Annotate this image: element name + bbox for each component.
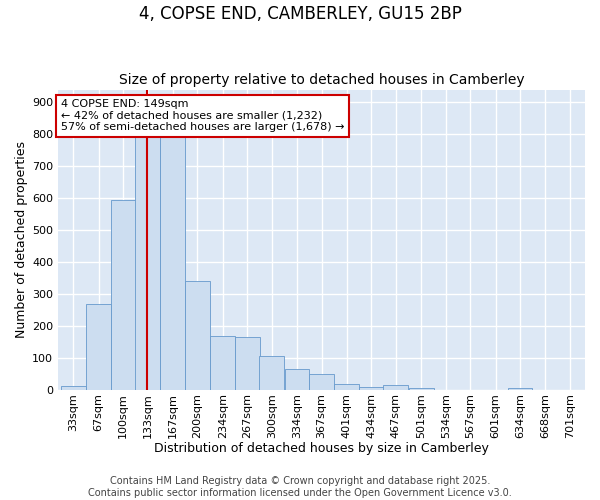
Bar: [61, 386, 86, 390]
Bar: [86, 304, 111, 390]
Bar: [409, 388, 434, 390]
Bar: [359, 387, 384, 390]
Text: Contains HM Land Registry data © Crown copyright and database right 2025.
Contai: Contains HM Land Registry data © Crown c…: [88, 476, 512, 498]
Text: 4 COPSE END: 149sqm
← 42% of detached houses are smaller (1,232)
57% of semi-det: 4 COPSE END: 149sqm ← 42% of detached ho…: [61, 99, 344, 132]
Title: Size of property relative to detached houses in Camberley: Size of property relative to detached ho…: [119, 73, 524, 87]
Bar: [259, 356, 284, 390]
Bar: [309, 374, 334, 390]
Bar: [284, 370, 310, 390]
Text: 4, COPSE END, CAMBERLEY, GU15 2BP: 4, COPSE END, CAMBERLEY, GU15 2BP: [139, 5, 461, 23]
Bar: [110, 200, 136, 390]
Bar: [383, 386, 409, 390]
Bar: [160, 123, 185, 390]
Bar: [210, 336, 235, 390]
Bar: [135, 123, 160, 390]
Bar: [508, 388, 532, 390]
Bar: [334, 384, 359, 390]
Y-axis label: Number of detached properties: Number of detached properties: [15, 142, 28, 338]
Bar: [185, 282, 210, 390]
X-axis label: Distribution of detached houses by size in Camberley: Distribution of detached houses by size …: [154, 442, 489, 455]
Bar: [235, 338, 260, 390]
